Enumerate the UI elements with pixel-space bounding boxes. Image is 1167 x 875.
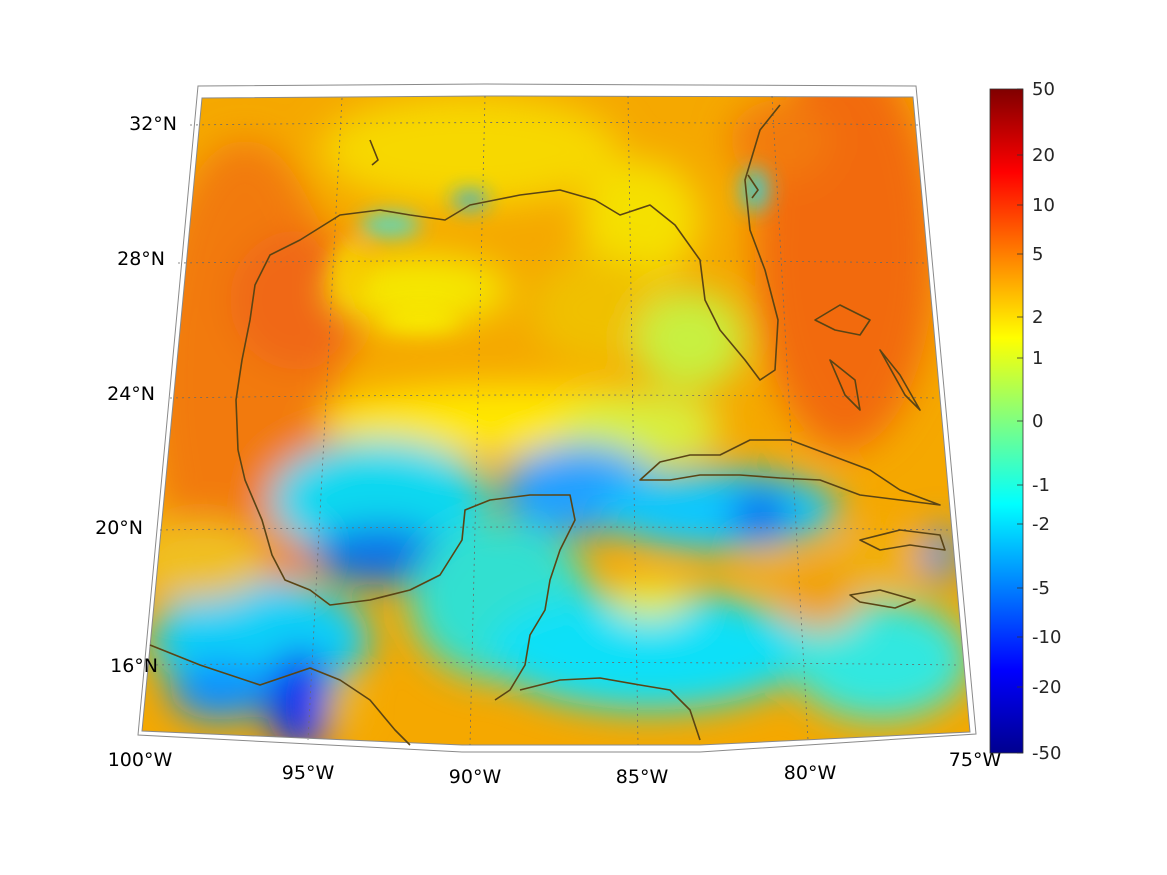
colorbar-tick-label: -1 (1032, 475, 1050, 496)
lat-tick-label: 32°N (129, 113, 177, 135)
coastlines (149, 104, 946, 746)
lon-tick-label: 75°W (949, 749, 1002, 771)
colorbar-tick-label: -50 (1032, 743, 1061, 764)
colorbar-tick-label: -20 (1032, 677, 1061, 698)
lon-tick-label: 85°W (616, 766, 669, 788)
data-field (142, 96, 970, 745)
colorbar-tick-label: -5 (1032, 578, 1050, 599)
colorbar-tick-label: 5 (1032, 244, 1043, 265)
lat-tick-labels: 16°N 20°N 24°N 28°N 32°N (95, 113, 177, 677)
domain-frame (141, 95, 971, 746)
outer-frame (137, 83, 977, 753)
colorbar-tick-label: -10 (1032, 627, 1061, 648)
colorbar-tick-label: 20 (1032, 145, 1055, 166)
graticule (149, 95, 959, 746)
lat-tick-label: 20°N (95, 517, 143, 539)
colorbar-tick-label: 1 (1032, 348, 1043, 369)
lat-tick-label: 28°N (117, 248, 165, 270)
lon-tick-label: 100°W (108, 749, 173, 771)
colorbar-tick-label: -2 (1032, 514, 1050, 535)
colorbar-tick-label: 10 (1032, 195, 1055, 216)
lat-tick-label: 16°N (110, 655, 158, 677)
colorbar-tick-label: 0 (1032, 411, 1043, 432)
lon-tick-label: 95°W (282, 762, 335, 784)
colorbar-tick-label: 2 (1032, 307, 1043, 328)
lon-tick-label: 80°W (784, 762, 837, 784)
lat-tick-label: 24°N (107, 383, 155, 405)
colorbar-tick-label: 50 (1032, 79, 1055, 100)
lon-tick-labels: 100°W 95°W 90°W 85°W 80°W 75°W (108, 749, 1002, 788)
lon-tick-label: 90°W (449, 766, 502, 788)
